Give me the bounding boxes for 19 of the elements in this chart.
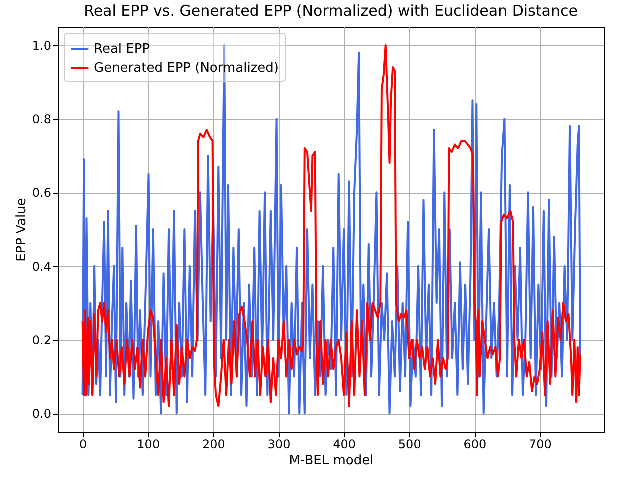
x-tick-label: 400 bbox=[333, 438, 356, 452]
x-tick-label: 300 bbox=[268, 438, 291, 452]
x-tick-label: 500 bbox=[398, 438, 422, 452]
x-tick-label: 200 bbox=[202, 438, 226, 452]
y-tick-label: 1.0 bbox=[32, 38, 52, 53]
x-tick-label: 700 bbox=[529, 438, 552, 452]
y-tick-label: 0.0 bbox=[32, 407, 52, 422]
x-tick-label: 100 bbox=[137, 438, 160, 452]
x-tick-label: 600 bbox=[464, 438, 487, 452]
y-axis-title: EPP Value bbox=[14, 198, 30, 262]
y-tick-label: 0.8 bbox=[32, 112, 52, 127]
legend-label: Real EPP bbox=[94, 42, 150, 57]
x-tick-label: 0 bbox=[80, 438, 88, 452]
y-tick-label: 0.2 bbox=[32, 333, 52, 348]
chart-title: Real EPP vs. Generated EPP (Normalized) with Euclidean Distance bbox=[84, 2, 578, 20]
x-axis-title: M-BEL model bbox=[289, 454, 374, 468]
legend-label: Generated EPP (Normalized) bbox=[94, 61, 279, 76]
y-tick-label: 0.6 bbox=[32, 186, 52, 200]
y-tick-label: 0.4 bbox=[32, 260, 52, 274]
